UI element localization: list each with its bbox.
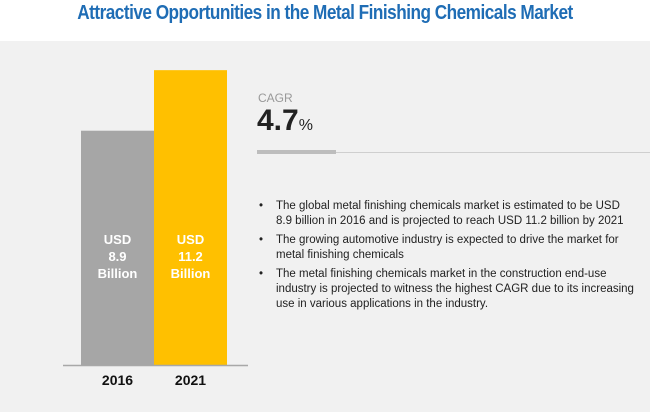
key-points-list: • The global metal finishing chemicals ma… <box>258 199 638 316</box>
bar-label-value: 8.9 <box>108 249 127 264</box>
key-point-text: The metal finishing chemicals market in … <box>276 268 634 310</box>
page-title: Attractive Opportunities in the Metal Fi… <box>77 2 573 24</box>
bar-label-value: 11.2 <box>178 249 203 264</box>
cagr-divider <box>257 152 650 153</box>
cagr-unit: % <box>298 117 313 134</box>
cagr-number: 4.7 <box>257 104 299 137</box>
key-point-text: The growing automotive industry is expec… <box>276 234 619 261</box>
x-tick-2021: 2021 <box>174 372 207 388</box>
bar-label-unit: Billion <box>170 266 211 281</box>
cagr-value: 4.7% <box>257 104 313 138</box>
cagr-label: CAGR <box>258 91 293 105</box>
key-point-text: The global metal finishing chemicals mar… <box>276 200 624 227</box>
bar-label-2021: USD 11.2 Billion <box>154 231 227 282</box>
bar-2016 <box>81 130 154 365</box>
key-point: • The metal finishing chemicals market in… <box>258 267 638 312</box>
x-tick-2016: 2016 <box>101 372 134 388</box>
bar-label-unit: Billion <box>97 266 138 281</box>
bar-label-currency: USD <box>176 232 205 247</box>
bar-label-2016: USD 8.9 Billion <box>81 231 154 282</box>
bullet-icon: • <box>259 200 264 212</box>
bar-2021 <box>154 70 227 366</box>
key-point: • The global metal finishing chemicals ma… <box>258 199 638 229</box>
bullet-icon: • <box>259 268 264 280</box>
bullet-icon: • <box>259 234 264 246</box>
cagr-divider-accent <box>257 150 336 154</box>
key-point: • The growing automotive industry is expe… <box>258 233 638 263</box>
bar-label-currency: USD <box>103 232 132 247</box>
